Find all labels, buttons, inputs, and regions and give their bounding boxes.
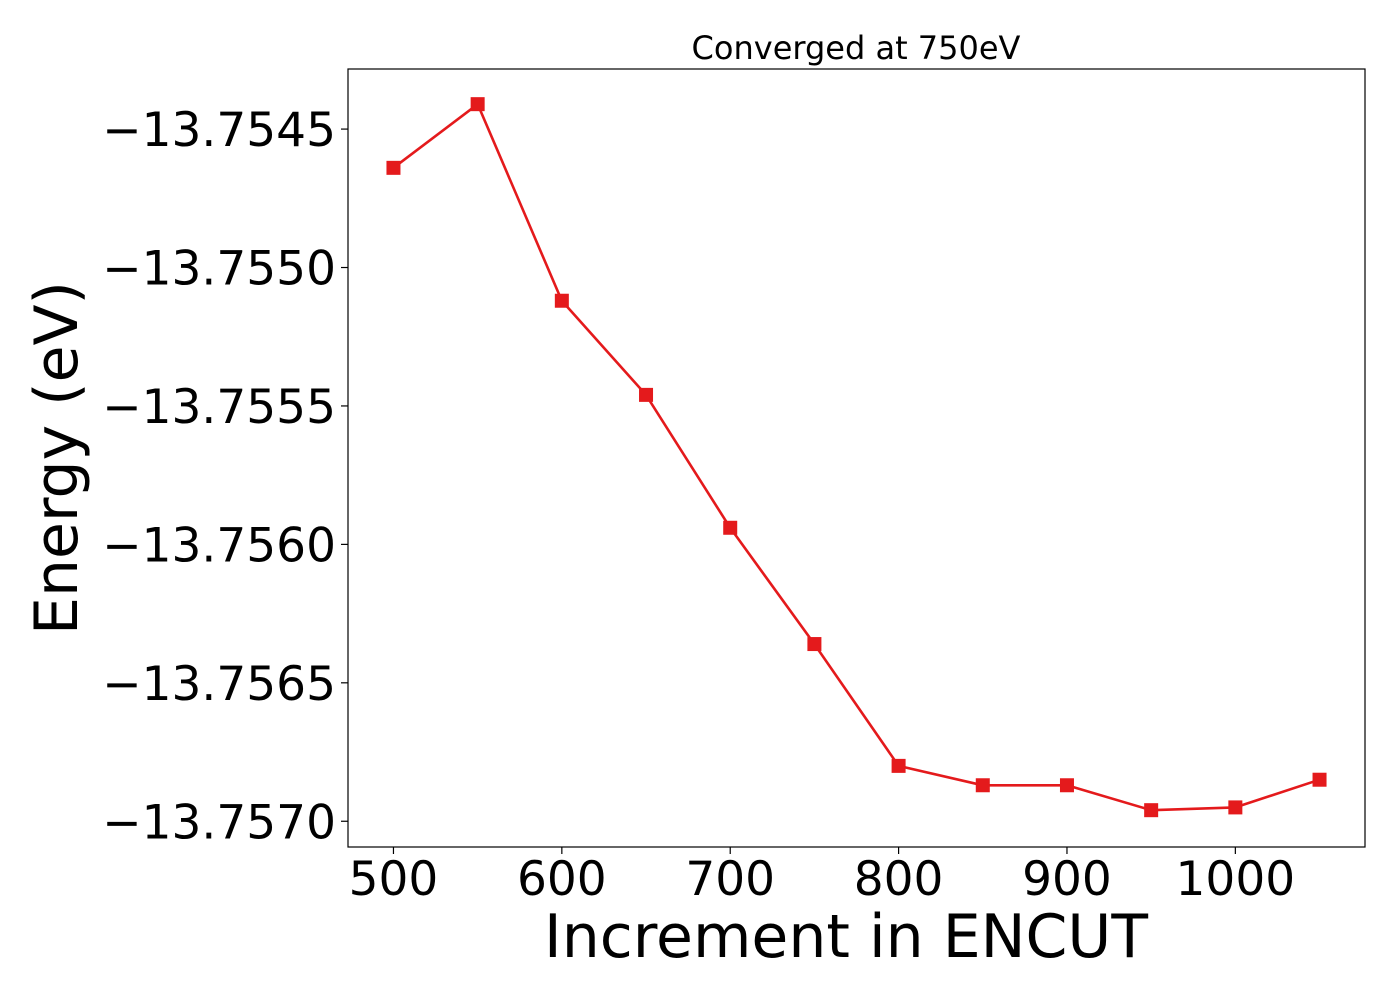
y-tick-label: −13.7555 xyxy=(102,380,336,435)
data-point xyxy=(1228,800,1243,815)
y-tick-label: −13.7550 xyxy=(102,242,336,297)
data-point xyxy=(1059,778,1074,793)
data-point xyxy=(470,97,485,112)
x-axis: 500 600 700 800 900 1000 xyxy=(349,847,1296,907)
series-line xyxy=(392,102,1320,812)
y-tick-label: −13.7560 xyxy=(102,518,336,573)
x-axis-title: Increment in ENCUT xyxy=(544,902,1148,972)
y-axis-title: Energy (eV) xyxy=(22,281,92,635)
data-point xyxy=(1144,803,1159,818)
series-layer xyxy=(386,97,1327,818)
data-point xyxy=(807,637,822,652)
data-point xyxy=(975,778,990,793)
data-point xyxy=(891,758,906,773)
data-point xyxy=(554,293,569,308)
data-point xyxy=(1312,772,1327,787)
y-axis: −13.7545 −13.7550 −13.7555 −13.7560 −13.7565… xyxy=(102,103,348,850)
data-point xyxy=(639,387,654,402)
data-point xyxy=(386,160,401,175)
x-tick-label: 700 xyxy=(685,852,775,907)
x-tick-label: 800 xyxy=(854,852,944,907)
plot-background xyxy=(348,69,1365,847)
y-tick-label: −13.7565 xyxy=(102,657,336,712)
x-tick-label: 1000 xyxy=(1176,852,1296,907)
plot-frame xyxy=(347,68,1366,848)
x-tick-label: 600 xyxy=(517,852,607,907)
x-tick-label: 900 xyxy=(1022,852,1112,907)
y-tick-label: −13.7570 xyxy=(102,795,336,850)
y-tick-label: −13.7545 xyxy=(102,103,336,158)
data-point xyxy=(723,520,738,535)
chart-title: Converged at 750eV xyxy=(692,29,1021,67)
x-tick-label: 500 xyxy=(349,852,439,907)
